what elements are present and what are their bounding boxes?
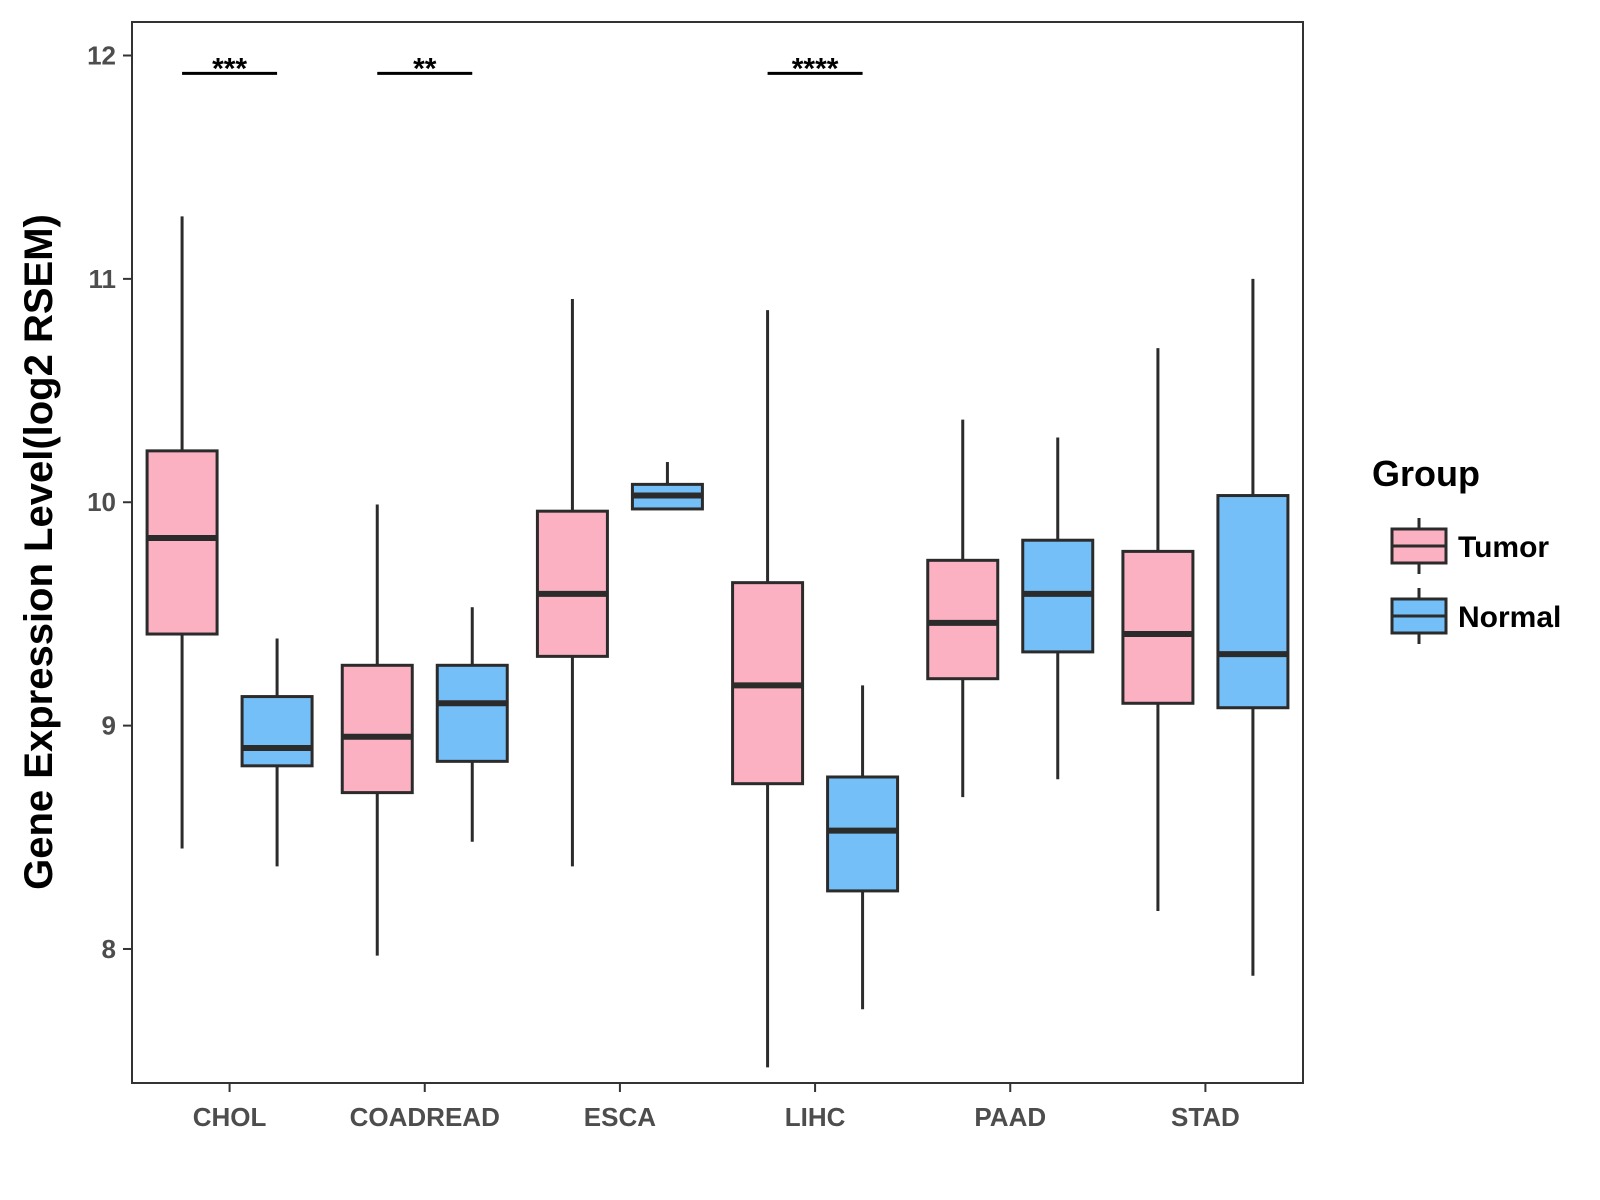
box-body xyxy=(1216,494,1290,710)
y-tick-label: 8 xyxy=(102,934,116,964)
significance-label: **** xyxy=(792,52,839,85)
box-normal-lihc xyxy=(826,685,900,1010)
plot-panel xyxy=(131,21,1304,1084)
box-body xyxy=(826,775,900,893)
legend-label-normal: Normal xyxy=(1458,601,1561,634)
y-axis: 8 9 10 11 12 xyxy=(87,41,132,964)
x-tick-label-chol: CHOL xyxy=(193,1102,267,1132)
significance-annotations: *** ** **** xyxy=(182,52,863,85)
legend-item-tumor: Tumor xyxy=(1390,518,1549,574)
box-tumor-chol xyxy=(145,216,219,849)
legend-label-tumor: Tumor xyxy=(1458,531,1549,564)
box-body xyxy=(435,663,509,763)
y-axis-title: Gene Expression Level(log2 RSEM) xyxy=(17,214,61,890)
box-normal-chol xyxy=(240,638,314,867)
box-tumor-lihc xyxy=(731,310,805,1068)
box-body xyxy=(240,695,314,768)
box-tumor-esca xyxy=(535,298,609,867)
legend-item-normal: Normal xyxy=(1390,588,1561,644)
box-normal-stad xyxy=(1216,278,1290,976)
x-tick-label-esca: ESCA xyxy=(584,1102,656,1132)
box-normal-esca xyxy=(630,462,704,511)
y-tick-label: 9 xyxy=(102,711,116,741)
legend: Group Tumor Normal xyxy=(1372,453,1561,644)
box-tumor-coadread xyxy=(340,504,414,956)
box-body xyxy=(1121,549,1195,705)
x-tick-label-paad: PAAD xyxy=(974,1102,1046,1132)
x-tick-label-coadread: COADREAD xyxy=(350,1102,500,1132)
legend-title: Group xyxy=(1372,453,1480,494)
y-tick-label: 10 xyxy=(87,487,116,517)
x-axis: CHOL COADREAD ESCA LIHC PAAD STAD xyxy=(193,1083,1240,1132)
box-body xyxy=(535,509,609,658)
box-body xyxy=(145,449,219,636)
x-tick-label-lihc: LIHC xyxy=(785,1102,846,1132)
boxes-layer xyxy=(145,216,1290,1068)
y-tick-label: 11 xyxy=(89,264,117,294)
significance-label: *** xyxy=(212,52,247,85)
box-body xyxy=(926,558,1000,681)
box-body xyxy=(340,663,414,795)
box-tumor-paad xyxy=(926,419,1000,798)
x-tick-label-stad: STAD xyxy=(1171,1102,1240,1132)
significance-label: ** xyxy=(413,52,437,85)
box-normal-coadread xyxy=(435,607,509,842)
box-tumor-stad xyxy=(1121,348,1195,912)
box-normal-paad xyxy=(1021,437,1095,780)
y-tick-label: 12 xyxy=(87,41,116,71)
